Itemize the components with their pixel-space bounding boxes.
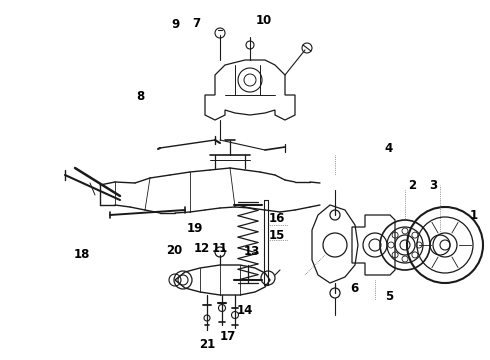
Text: 11: 11 (212, 242, 228, 255)
Text: 15: 15 (269, 229, 285, 242)
Text: 20: 20 (166, 243, 182, 257)
Text: 19: 19 (187, 221, 203, 234)
Text: 14: 14 (237, 303, 253, 316)
Text: 5: 5 (385, 289, 393, 302)
Text: 2: 2 (408, 179, 416, 192)
Text: 21: 21 (199, 338, 215, 351)
Text: 4: 4 (385, 141, 393, 154)
Text: 6: 6 (350, 282, 358, 294)
Text: 12: 12 (194, 242, 210, 255)
Text: 1: 1 (470, 208, 478, 221)
Text: 9: 9 (171, 18, 179, 31)
Text: 8: 8 (136, 90, 144, 103)
Text: 16: 16 (269, 212, 285, 225)
Text: 7: 7 (192, 17, 200, 30)
Text: 10: 10 (256, 14, 272, 27)
Text: 18: 18 (74, 248, 90, 261)
Text: 17: 17 (220, 329, 236, 342)
Text: 3: 3 (429, 179, 437, 192)
Text: 13: 13 (244, 244, 260, 257)
